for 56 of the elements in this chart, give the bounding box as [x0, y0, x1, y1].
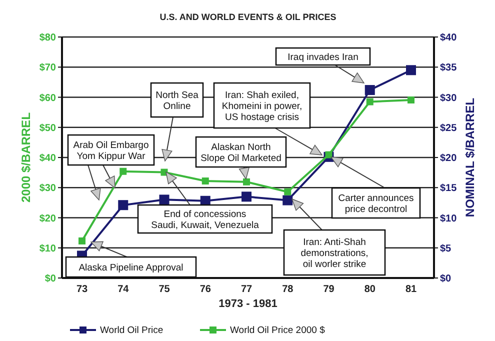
x-tick-label: 76 — [200, 284, 212, 295]
annotation: Iran: Anti-Shah demonstrations, oil worler strike — [300, 237, 368, 270]
annotation: Carter announces price decontrol — [338, 193, 414, 215]
point — [243, 178, 250, 186]
y2-tick-label: $20 — [440, 153, 458, 164]
legend-label: World Oil Price — [100, 325, 164, 336]
x-tick-label: 81 — [405, 284, 417, 295]
point — [366, 98, 374, 106]
annotation: Alaskan North Slope Oil Marketed — [200, 142, 282, 164]
annotation: End of concessions Saudi, Kuwait, Venezuela — [151, 209, 260, 231]
y-tick-label: $30 — [39, 183, 56, 194]
x-tick-label: 74 — [118, 284, 130, 295]
annotation: Iran: Shah exiled, Khomeini in power, US hostage crisis — [222, 90, 302, 123]
y2-tick-label: $40 — [440, 32, 458, 44]
point — [159, 194, 170, 205]
legend-label: World Oil Price 2000 $ — [230, 325, 326, 336]
x-tick-label: 80 — [364, 284, 376, 295]
point — [120, 168, 127, 175]
y-tick-label: $60 — [39, 92, 56, 104]
x-tick-label: 75 — [158, 284, 170, 295]
y-tick-label: $10 — [39, 243, 56, 254]
chart-title: U.S. AND WORLD EVENTS & OIL PRICES — [160, 12, 336, 22]
x-tick-label: 77 — [240, 284, 252, 295]
y-tick-label: $0 — [44, 274, 56, 284]
point — [242, 192, 252, 202]
point — [282, 195, 293, 206]
annotation: Arab Oil Embargo Yom Kippur War — [73, 140, 149, 162]
y2-tick-label: $30 — [440, 92, 458, 104]
point — [364, 85, 375, 96]
point — [325, 151, 332, 158]
y-tick-label: $80 — [39, 32, 56, 44]
y2-tick-label: $35 — [440, 62, 458, 74]
point — [406, 65, 416, 76]
y2-tick-label: $0 — [440, 274, 452, 284]
annotation: Iraq invades Iran — [288, 52, 358, 63]
y-axis-title: 2000 $/BARREL — [19, 112, 33, 203]
annotation: Alaska Pipeline Approval — [78, 262, 184, 274]
y2-tick-label: $25 — [440, 122, 458, 134]
y-tick-label: $70 — [39, 62, 56, 74]
annotation: North Sea Online — [156, 90, 200, 112]
point — [118, 200, 128, 210]
y2-tick-label: $5 — [440, 243, 452, 254]
point — [202, 177, 209, 184]
x-tick-label: 78 — [282, 284, 294, 295]
y-tick-label: $40 — [39, 153, 56, 164]
point — [284, 188, 292, 196]
x-tick-label: 79 — [323, 284, 335, 295]
y2-tick-label: $15 — [440, 183, 458, 194]
x-axis-title: 1973 - 1981 — [218, 298, 278, 310]
y2-axis-title: NOMINAL $/BARREL — [463, 98, 477, 218]
y-tick-label: $50 — [39, 122, 56, 134]
x-tick-label: 73 — [76, 284, 88, 295]
point — [408, 96, 414, 104]
y-tick-label: $20 — [39, 213, 56, 224]
y2-tick-label: $10 — [440, 213, 458, 224]
point — [78, 237, 86, 244]
